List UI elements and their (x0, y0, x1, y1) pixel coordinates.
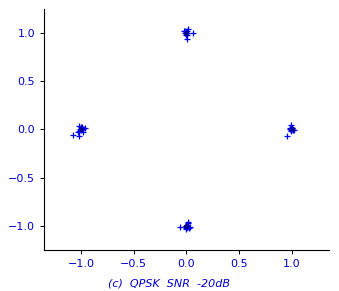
Text: (c)  QPSK  SNR  -20dB: (c) QPSK SNR -20dB (108, 278, 231, 288)
